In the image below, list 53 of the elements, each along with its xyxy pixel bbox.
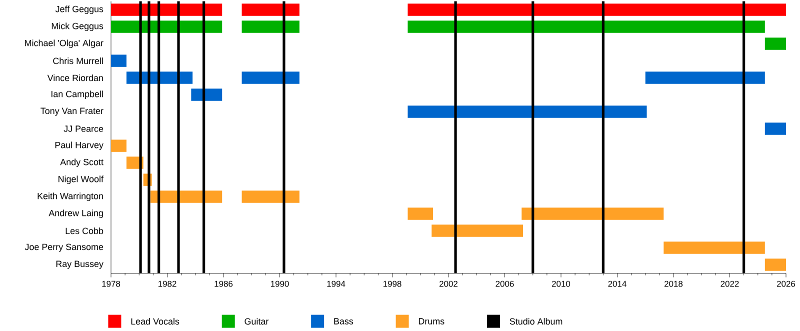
- x-tick-label: 1986: [214, 280, 233, 287]
- y-tick-label: Andrew Laing: [48, 209, 103, 218]
- y-tick-label: Tony Van Frater: [40, 108, 104, 116]
- x-tick-label: 1998: [383, 280, 402, 287]
- bar: [408, 4, 786, 16]
- bar: [408, 20, 765, 33]
- bar: [432, 224, 524, 237]
- y-tick-label: Joe Perry Sansome: [24, 244, 104, 252]
- bar: [764, 38, 786, 50]
- y-tick-label: Nigel Woolf: [58, 175, 104, 184]
- bar: [664, 242, 765, 254]
- bar: [242, 190, 300, 203]
- x-tick-label: 1982: [158, 280, 176, 287]
- bar: [522, 208, 664, 220]
- y-tick-label: Les Cobb: [66, 227, 104, 234]
- x-tick-label: 2010: [552, 280, 570, 287]
- x-tick-label: 2014: [608, 280, 626, 287]
- bar: [191, 88, 222, 101]
- y-tick-label: Paul Harvey: [55, 141, 104, 150]
- legend-label: Bass: [334, 318, 354, 324]
- y-tick-label: Andy Scott: [60, 158, 104, 167]
- bar: [764, 122, 786, 135]
- bar: [150, 190, 222, 203]
- y-tick-label: Jeff Geggus: [55, 5, 104, 14]
- legend-label: Drums: [418, 318, 444, 324]
- legend-label: Guitar: [244, 318, 269, 324]
- legend-label: Lead Vocals: [131, 318, 180, 324]
- x-tick-label: 1990: [270, 280, 289, 287]
- x-tick-label: 1994: [327, 280, 346, 287]
- y-tick-label: Keith Warrington: [38, 192, 103, 201]
- y-tick-label: Chris Murrell: [53, 57, 103, 64]
- bar: [111, 54, 126, 67]
- y-tick-label: Vince Riordan: [47, 74, 103, 81]
- bar: [111, 140, 126, 152]
- y-tick-label: Michael 'Olga' Algar: [25, 39, 104, 48]
- bar: [408, 106, 647, 118]
- bar: [764, 258, 786, 271]
- bar: [645, 72, 765, 84]
- x-tick-label: 2022: [720, 280, 739, 287]
- bar: [242, 4, 300, 16]
- x-tick-label: 1978: [102, 280, 120, 287]
- x-tick-label: 2026: [777, 280, 796, 287]
- bar: [408, 208, 434, 220]
- bar: [242, 20, 300, 33]
- legend-label: Studio Album: [510, 318, 562, 324]
- y-tick-label: Mick Geggus: [52, 22, 104, 31]
- y-tick-label: Ian Campbell: [51, 90, 103, 99]
- x-tick-label: 2018: [664, 280, 683, 287]
- x-tick-label: 2002: [440, 280, 458, 287]
- x-tick-label: 2006: [496, 280, 514, 287]
- y-tick-label: Ray Bussey: [56, 260, 104, 269]
- y-tick-label: JJ Pearce: [64, 126, 104, 132]
- bar: [242, 72, 300, 84]
